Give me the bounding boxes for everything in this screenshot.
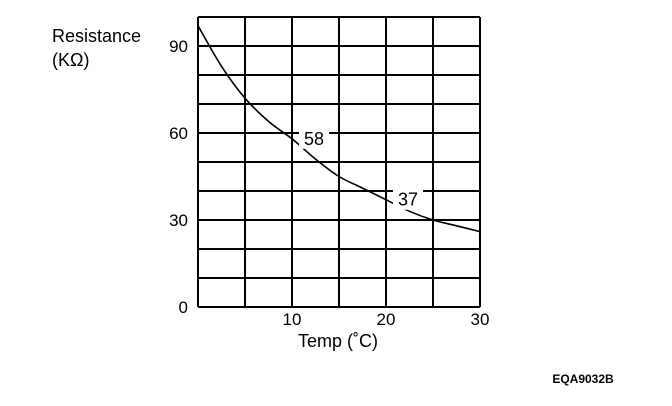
y-tick-label: 0 [179, 298, 188, 317]
x-tick-label: 10 [283, 310, 302, 329]
y-axis-label-line-2: (KΩ) [52, 50, 89, 70]
y-axis-label-line-1: Resistance [52, 26, 141, 46]
data-label: 58 [304, 129, 324, 149]
y-tick-label: 30 [169, 211, 188, 230]
labels-layer: Resistance (KΩ) Temp (˚C) EQA9032B 0 30 60… [52, 26, 614, 386]
x-tick-label: 20 [377, 310, 396, 329]
data-label-background [393, 187, 423, 210]
resistance-curve [197, 25, 481, 233]
figure-code: EQA9032B [552, 372, 614, 386]
grid [197, 16, 481, 308]
series-layer [197, 25, 481, 233]
data-label: 37 [398, 190, 418, 210]
x-axis-label: Temp (˚C) [298, 331, 378, 351]
y-tick-label: 60 [169, 124, 188, 143]
data-label-background [299, 126, 329, 149]
y-tick-label: 90 [169, 37, 188, 56]
x-tick-label: 30 [471, 310, 490, 329]
